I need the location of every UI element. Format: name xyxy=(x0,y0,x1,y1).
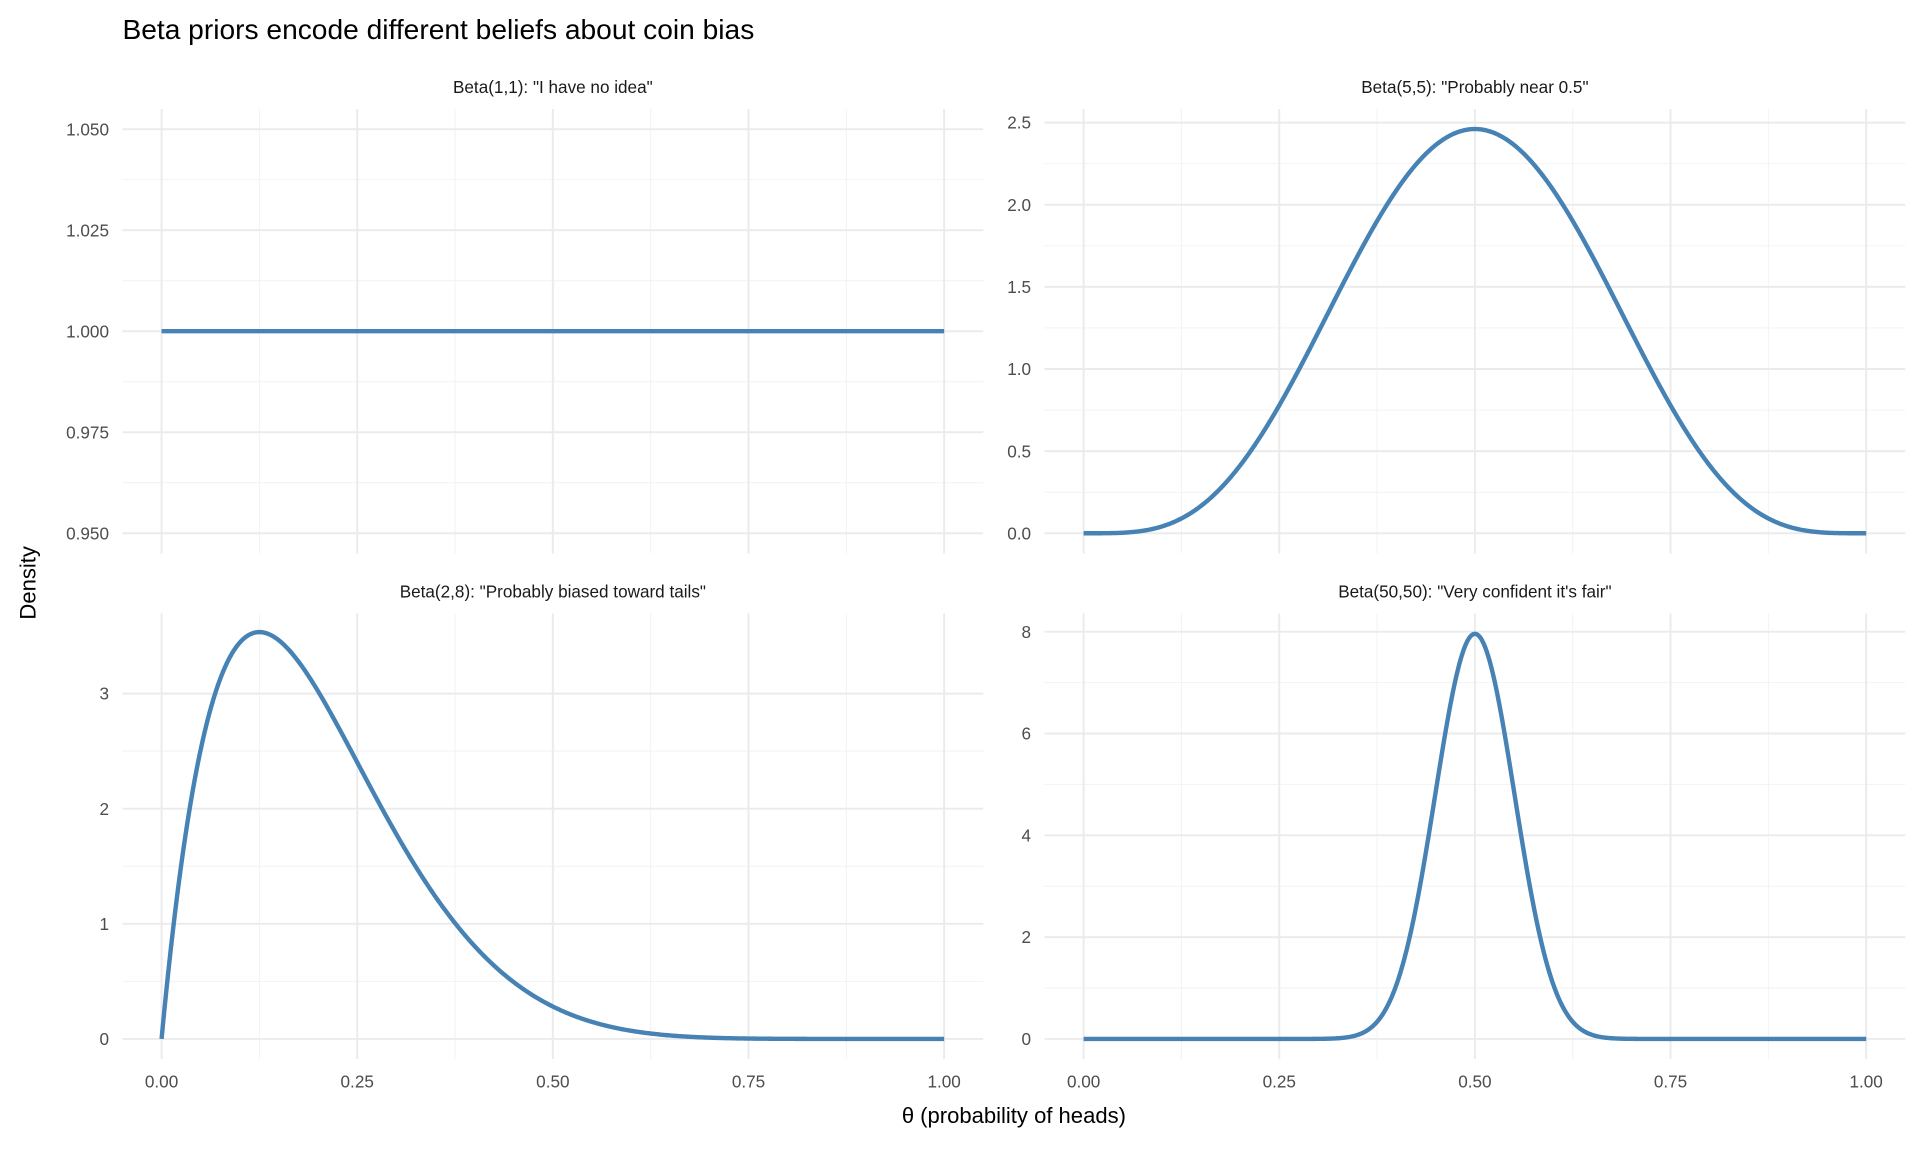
x-tick-label: 0.75 xyxy=(1654,1071,1687,1091)
y-tick-label: 8 xyxy=(1021,622,1031,642)
y-tick-label: 1 xyxy=(99,914,109,934)
panel-strip-label: Beta(5,5): "Probably near 0.5" xyxy=(1361,77,1588,97)
y-tick-label: 1.000 xyxy=(66,321,109,341)
panel-1: 0.950 0.975 1.000 1.025 1.050 Beta(1,1): "I h… xyxy=(66,77,984,554)
panel-strip-label: Beta(2,8): "Probably biased toward tails… xyxy=(400,582,706,602)
x-tick-label: 0.50 xyxy=(1458,1071,1491,1091)
panel-strip-label: Beta(50,50): "Very confident it's fair" xyxy=(1338,582,1611,602)
y-tick-label: 6 xyxy=(1021,724,1031,744)
y-tick-label: 0.5 xyxy=(1007,441,1031,461)
panel-4: 0 2 4 6 8 0.00 0.25 0.50 0.75 1.00 Beta(50,50): "V… xyxy=(1021,582,1906,1091)
x-axis-title: θ (probability of heads) xyxy=(902,1103,1126,1128)
panel-strip-label: Beta(1,1): "I have no idea" xyxy=(453,77,653,97)
y-tick-label: 0.950 xyxy=(66,523,109,543)
x-tick-label: 0.75 xyxy=(732,1071,765,1091)
y-tick-label: 1.0 xyxy=(1007,359,1031,379)
y-tick-label: 0.975 xyxy=(66,422,109,442)
y-tick-label: 2 xyxy=(1021,927,1031,947)
x-tick-label: 0.00 xyxy=(1067,1071,1100,1091)
density-curve-2 xyxy=(1082,126,1868,536)
x-tick-label: 0.00 xyxy=(145,1071,178,1091)
y-axis-title: Density xyxy=(16,546,41,619)
y-tick-label: 2.5 xyxy=(1007,113,1031,133)
y-tick-label: 0.0 xyxy=(1007,523,1031,543)
density-curve-3 xyxy=(159,629,946,1042)
y-tick-label: 1.025 xyxy=(66,220,109,240)
density-curve-4 xyxy=(1082,631,1868,1042)
x-tick-label: 0.50 xyxy=(536,1071,569,1091)
y-tick-label: 2 xyxy=(99,799,109,819)
x-tick-label: 0.25 xyxy=(341,1071,374,1091)
panel-3: 0 1 2 3 0.00 0.25 0.50 0.75 1.00 Beta(2,8): "Prob… xyxy=(99,582,984,1091)
y-tick-label: 0 xyxy=(99,1029,109,1049)
x-tick-label: 1.00 xyxy=(927,1071,960,1091)
y-tick-label: 2.0 xyxy=(1007,195,1031,215)
x-tick-label: 0.25 xyxy=(1263,1071,1296,1091)
chart-title: Beta priors encode different beliefs abo… xyxy=(122,14,754,45)
y-tick-label: 1.5 xyxy=(1007,277,1031,297)
y-tick-label: 3 xyxy=(99,684,109,704)
panel-2: 0.0 0.5 1.0 1.5 2.0 2.5 Beta(5,5): "Probably n… xyxy=(1007,77,1906,554)
y-tick-label: 4 xyxy=(1021,825,1031,845)
y-tick-label: 1.050 xyxy=(66,119,109,139)
x-tick-label: 1.00 xyxy=(1850,1071,1883,1091)
y-tick-label: 0 xyxy=(1021,1029,1031,1049)
